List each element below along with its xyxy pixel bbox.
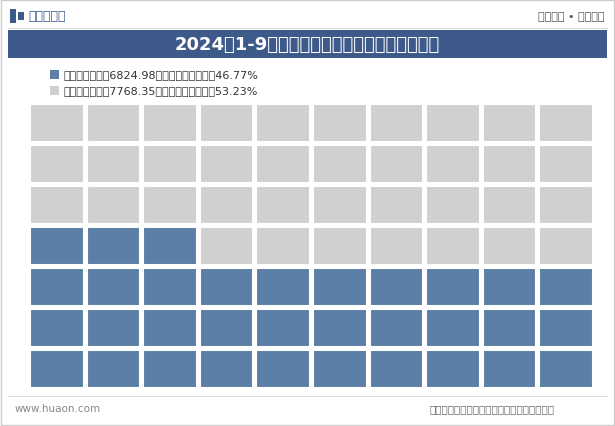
Bar [483, 146, 536, 184]
Bar [313, 309, 367, 347]
Bar [426, 227, 480, 265]
Bar [30, 227, 84, 265]
Bar [200, 309, 253, 347]
Bar [370, 187, 423, 225]
Bar [87, 309, 140, 347]
Bar [87, 146, 140, 184]
Bar [30, 187, 84, 225]
Bar [87, 187, 140, 225]
Bar [370, 268, 423, 306]
Bar [370, 105, 423, 143]
Bar [30, 146, 84, 184]
Bar [313, 268, 367, 306]
Bar [483, 309, 536, 347]
Bar [313, 105, 367, 143]
Bar [143, 105, 197, 143]
Bar [313, 187, 367, 225]
Text: 本年新签合同额6824.98亿元，占签订合同的46.77%: 本年新签合同额6824.98亿元，占签订合同的46.77% [63, 70, 258, 80]
Bar [313, 146, 367, 184]
Bar [200, 105, 253, 143]
Bar [30, 105, 84, 143]
Bar [539, 268, 593, 306]
Bar [539, 350, 593, 388]
Bar [87, 227, 140, 265]
Bar [256, 105, 310, 143]
Bar [143, 146, 197, 184]
Text: www.huaon.com: www.huaon.com [15, 403, 101, 413]
Bar [426, 187, 480, 225]
Bar [426, 309, 480, 347]
Bar [143, 187, 197, 225]
Bar [370, 146, 423, 184]
Bar [143, 309, 197, 347]
Bar [30, 309, 84, 347]
Bar [313, 350, 367, 388]
Bar [87, 268, 140, 306]
Bar [426, 350, 480, 388]
Bar [200, 146, 253, 184]
Bar [539, 105, 593, 143]
Bar [313, 227, 367, 265]
Text: 华经情报网: 华经情报网 [28, 11, 66, 23]
Bar [87, 105, 140, 143]
Bar [200, 187, 253, 225]
Text: 数据来源：国家统计局；华经产业研究院整理: 数据来源：国家统计局；华经产业研究院整理 [430, 403, 555, 413]
Bar [539, 187, 593, 225]
Text: 专业严谨 • 客观科学: 专业严谨 • 客观科学 [539, 12, 605, 22]
Bar [256, 187, 310, 225]
Bar [256, 146, 310, 184]
Bar [483, 227, 536, 265]
Bar [483, 350, 536, 388]
Bar [539, 227, 593, 265]
Bar [200, 268, 253, 306]
Bar [18, 13, 24, 21]
Bar [143, 268, 197, 306]
Bar [256, 309, 310, 347]
Bar [8, 31, 607, 59]
Bar [370, 350, 423, 388]
Bar [256, 350, 310, 388]
Bar [483, 105, 536, 143]
Text: 2024年1-9月重庆建筑业企业签订合同金额结构: 2024年1-9月重庆建筑业企业签订合同金额结构 [175, 36, 440, 54]
Bar [200, 350, 253, 388]
Bar [426, 146, 480, 184]
Bar [483, 187, 536, 225]
Bar [539, 309, 593, 347]
Bar [426, 268, 480, 306]
Bar [483, 268, 536, 306]
Bar [50, 87, 59, 96]
Bar [200, 227, 253, 265]
Bar [256, 227, 310, 265]
Bar [370, 309, 423, 347]
Bar [143, 350, 197, 388]
Text: 上年结转合同额7768.35亿元，占签订合同的53.23%: 上年结转合同额7768.35亿元，占签订合同的53.23% [63, 86, 257, 96]
Bar [426, 105, 480, 143]
Bar [256, 268, 310, 306]
Bar [539, 146, 593, 184]
Bar [30, 268, 84, 306]
Bar [370, 227, 423, 265]
Bar [87, 350, 140, 388]
Bar [30, 350, 84, 388]
Bar [50, 71, 59, 80]
Bar [143, 227, 197, 265]
Bar [10, 10, 16, 24]
